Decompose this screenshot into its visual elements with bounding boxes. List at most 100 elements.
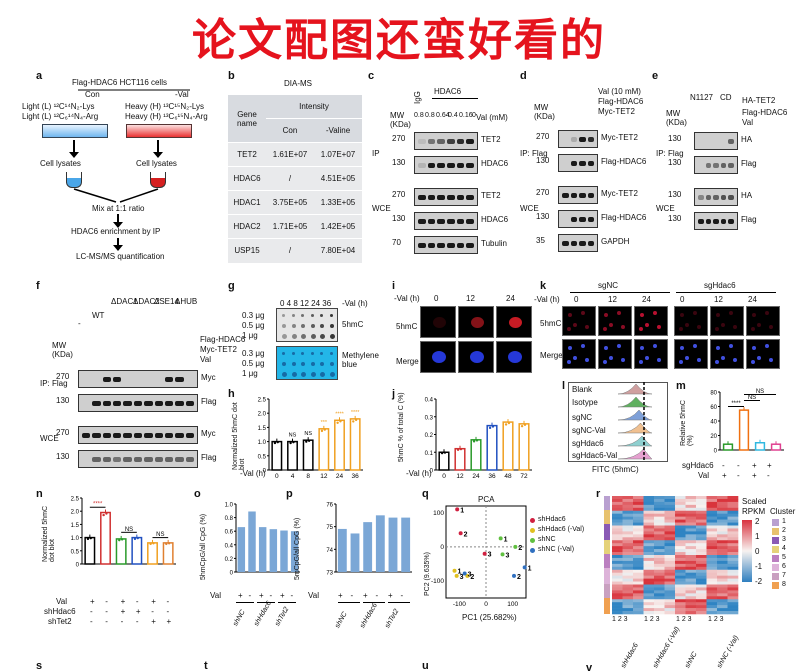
- heatmap-cell: [654, 608, 665, 612]
- heatmap-cell: [685, 608, 697, 612]
- k-spot: [645, 323, 649, 327]
- blot-band: [164, 377, 174, 382]
- heatmap-cell: [706, 498, 718, 503]
- k-image-merge: [634, 339, 668, 369]
- heatmap-cell: [633, 522, 644, 526]
- c-lane-labels: 0.8 0.8 0.64 0.4 0.16 0: [414, 112, 476, 119]
- k-spot: [733, 325, 737, 329]
- significance-label: ****: [731, 401, 741, 407]
- f-wce: WCE: [40, 434, 59, 443]
- blot-band: [579, 217, 586, 222]
- o-group-label: shNC: [232, 608, 247, 628]
- significance-label: ****: [351, 410, 360, 416]
- k-spot: [581, 344, 585, 348]
- heatmap-cell: [643, 593, 655, 597]
- g-dot: [310, 362, 315, 367]
- heatmap-cell: [654, 566, 665, 571]
- c-row-label: Tubulin: [481, 239, 507, 248]
- g-dot: [310, 352, 314, 355]
- heatmap-cell: [643, 572, 655, 576]
- e-marker: 130: [668, 158, 682, 167]
- k-spot: [568, 313, 572, 317]
- heatmap-cell: [706, 528, 718, 532]
- o-sign: +: [280, 591, 285, 600]
- g-dot: [310, 334, 316, 340]
- cluster-swatch: [772, 564, 779, 571]
- k-spot: [604, 313, 608, 317]
- heatmap-cell: [612, 510, 623, 514]
- k-spot: [653, 311, 657, 315]
- heatmap-cell: [706, 504, 718, 509]
- blot-band: [570, 217, 577, 222]
- heatmap-cell: [685, 587, 697, 591]
- blot-band: [418, 195, 426, 200]
- d-wce: WCE: [520, 204, 539, 213]
- q-legend: shHdac6 shHdac6 (-Val) shNC shNC (-Val): [530, 516, 600, 566]
- blot-band: [705, 195, 712, 200]
- heatmap-cell: [706, 540, 718, 544]
- blot-band: [728, 219, 734, 224]
- significance-label: NS: [748, 395, 756, 401]
- data-point: [320, 429, 324, 433]
- k-sghdac6-line: [676, 292, 776, 293]
- heatmap-cell: [622, 608, 634, 612]
- g-dot: [291, 324, 296, 329]
- heatmap-cell: [664, 611, 676, 615]
- heatmap-cell: [685, 572, 697, 576]
- a-dish-heavy: [126, 124, 192, 138]
- table-row: USP15/7.80E+04: [228, 238, 362, 263]
- k-image-5hmc: [634, 306, 668, 336]
- blot-band: [427, 195, 436, 200]
- heatmap-cell: [622, 540, 634, 544]
- heatmap-cell: [706, 516, 718, 520]
- k-spot: [645, 356, 649, 360]
- heatmap-cell: [643, 496, 655, 500]
- heatmap-cell: [633, 581, 644, 585]
- cluster-bar: [604, 496, 610, 510]
- i-image-5hmc: [420, 306, 456, 338]
- heatmap-cell: [727, 599, 739, 603]
- k-spot: [751, 360, 755, 364]
- cluster-swatch: [772, 537, 779, 544]
- a-light1: Light (L) ¹²C¹⁴N₂-Lys: [22, 102, 95, 111]
- blot-band: [720, 195, 727, 200]
- heatmap-cell: [685, 546, 697, 550]
- i-image-merge: [420, 341, 456, 373]
- heatmap-cell: [675, 525, 686, 529]
- heatmap-cell: [727, 543, 739, 547]
- i-nucleus: [432, 351, 446, 363]
- heatmap-cell: [685, 590, 697, 594]
- bar: [502, 421, 514, 471]
- blot-band: [720, 163, 727, 168]
- data-point: [120, 538, 124, 541]
- k-spot: [639, 327, 643, 331]
- heatmap-cell: [612, 501, 623, 506]
- cluster-label: 3: [782, 536, 786, 543]
- heatmap-cell: [622, 581, 634, 585]
- heatmap-cell: [727, 519, 739, 523]
- g-dot: [291, 314, 295, 317]
- heatmap-cell: [643, 590, 655, 594]
- heatmap-cell: [675, 560, 686, 565]
- n-sign: +: [90, 597, 95, 606]
- heatmap-cell: [612, 513, 623, 517]
- significance-label: NS: [156, 532, 164, 538]
- y-tick-label: 2.0: [71, 510, 80, 516]
- a-dish-light: [42, 124, 108, 138]
- heatmap-cell: [717, 552, 728, 556]
- heatmap-cell: [675, 534, 686, 538]
- y-tick-label: 2.0: [258, 412, 267, 418]
- blot-band: [705, 219, 712, 224]
- f-marker: 270: [56, 372, 70, 381]
- k-sgnc: sgNC: [598, 281, 619, 290]
- heatmap-cell: [685, 516, 697, 520]
- heatmap-cell: [696, 534, 707, 538]
- heatmap-cell: [643, 581, 655, 585]
- heatmap-cell: [664, 581, 676, 585]
- n-row-val: Val: [56, 597, 67, 606]
- heatmap-cell: [664, 608, 676, 612]
- heatmap-cell: [675, 540, 686, 544]
- heatmap-cell: [633, 531, 644, 535]
- heatmap-cell: [643, 510, 655, 514]
- bar: [722, 443, 734, 451]
